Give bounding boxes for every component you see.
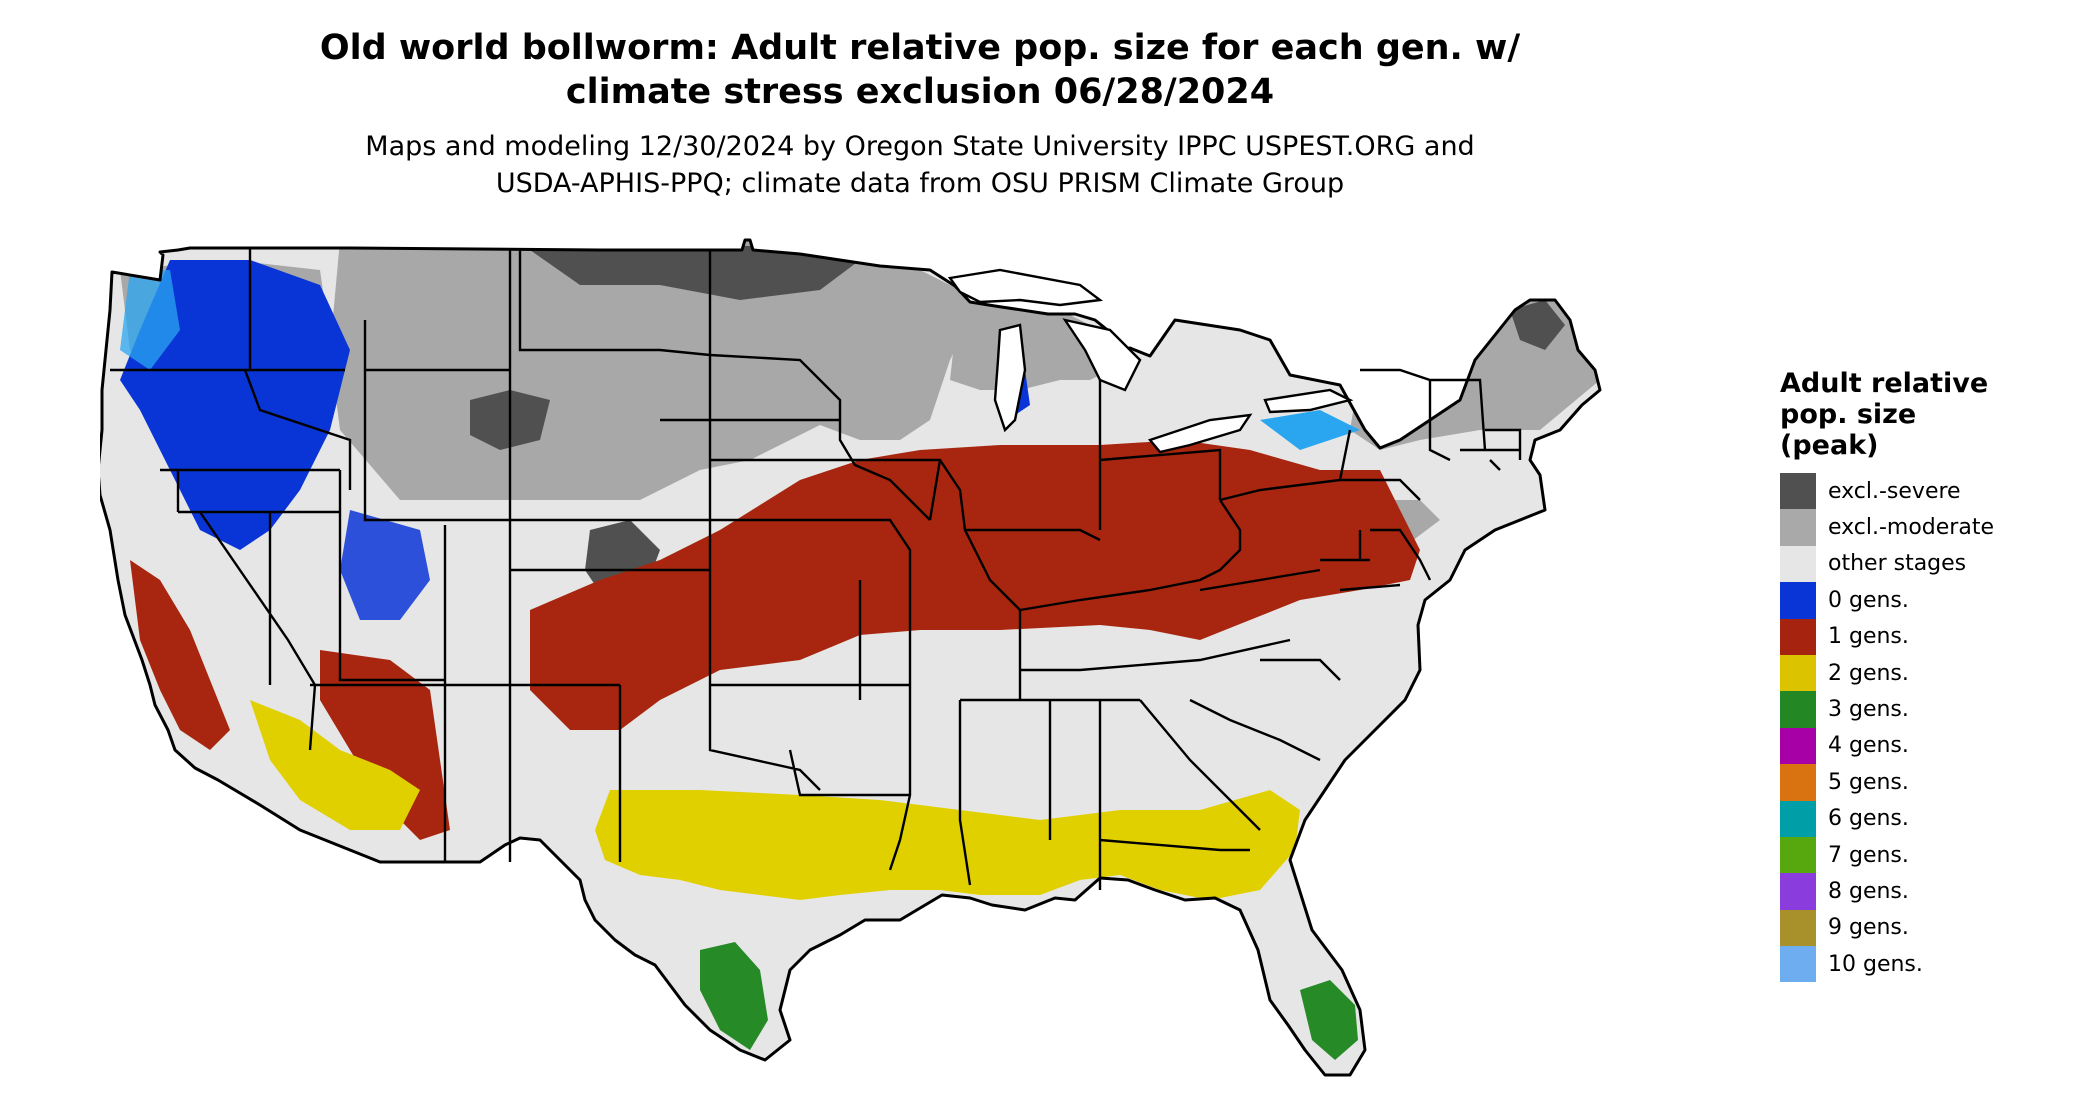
legend-label: 7 gens. (1828, 842, 1909, 868)
boundary-lines (110, 248, 1522, 890)
region-10gens-great-lakes (1260, 410, 1360, 450)
lake-ontario (1263, 388, 1354, 414)
legend-item: 0 gens. (1780, 582, 2080, 619)
lake-huron (1062, 318, 1142, 392)
legend-item: other stages (1780, 545, 2080, 583)
legend-swatch (1780, 836, 1816, 874)
legend-item: 6 gens. (1780, 800, 2080, 837)
map-title: Old world bollworm: Adult relative pop. … (230, 26, 1610, 114)
region-10gens-nw (120, 270, 180, 370)
legend-swatch (1780, 691, 1816, 728)
legend-swatch (1780, 545, 1816, 583)
legend-label: 8 gens. (1828, 878, 1909, 904)
legend-label: 0 gens. (1828, 587, 1909, 613)
legend-label: 3 gens. (1828, 697, 1909, 723)
legend-label: excl.-severe (1828, 478, 1961, 504)
legend-label: 1 gens. (1828, 624, 1909, 650)
region-1gens-california (130, 560, 230, 750)
region-excl-severe-maine (1510, 300, 1565, 350)
legend-swatch (1780, 873, 1816, 910)
legend-title-line-1: Adult relative (1780, 368, 1989, 399)
legend-item: 5 gens. (1780, 764, 2080, 801)
region-2gens-southwest (250, 700, 420, 830)
map-subtitle: Maps and modeling 12/30/2024 by Oregon S… (230, 128, 1610, 202)
legend-item: excl.-severe (1780, 473, 2080, 510)
us-map (100, 238, 1602, 1077)
legend-title-line-3: (peak) (1780, 430, 1879, 461)
legend-label: 2 gens. (1828, 660, 1909, 686)
title-line-2: climate stress exclusion 06/28/2024 (565, 72, 1275, 112)
legend-swatch (1780, 618, 1816, 655)
legend-swatch (1780, 727, 1816, 765)
region-excl-severe-nd (530, 245, 860, 300)
legend-item: 3 gens. (1780, 691, 2080, 728)
legend-item: 2 gens. (1780, 654, 2080, 692)
legend-swatch (1780, 909, 1816, 947)
legend-title: Adult relative pop. size (peak) (1780, 368, 2080, 461)
legend-swatch (1780, 800, 1816, 837)
great-lakes (947, 268, 1354, 454)
legend-swatch (1780, 946, 1816, 983)
legend-label: 10 gens. (1828, 951, 1923, 977)
legend-item: 4 gens. (1780, 727, 2080, 765)
title-line-1: Old world bollworm: Adult relative pop. … (319, 28, 1521, 68)
legend-label: 4 gens. (1828, 733, 1909, 759)
legend-item: 10 gens. (1780, 946, 2080, 983)
legend-item: 7 gens. (1780, 836, 2080, 874)
legend-item: excl.-moderate (1780, 509, 2080, 546)
subtitle-line-2: USDA-APHIS-PPQ; climate data from OSU PR… (495, 168, 1345, 199)
subtitle-line-1: Maps and modeling 12/30/2024 by Oregon S… (365, 131, 1475, 162)
region-3gens-south-florida (1300, 980, 1358, 1060)
region-2gens-gulf-belt (595, 790, 1300, 900)
legend-label: 5 gens. (1828, 769, 1909, 795)
region-0gens-utah (340, 510, 430, 620)
legend-title-line-2: pop. size (1780, 399, 1917, 430)
lake-michigan (993, 323, 1027, 433)
region-0gens-newengland (1540, 455, 1562, 485)
legend: Adult relative pop. size (peak) excl.-se… (1780, 368, 2080, 983)
legend-item: 1 gens. (1780, 618, 2080, 655)
legend-swatch (1780, 654, 1816, 692)
legend-label: 9 gens. (1828, 915, 1909, 941)
region-3gens-south-texas (700, 942, 768, 1050)
legend-swatch (1780, 764, 1816, 801)
legend-item: 8 gens. (1780, 873, 2080, 910)
legend-label: excl.-moderate (1828, 515, 1994, 541)
region-1gens-central-belt (530, 440, 1420, 730)
legend-items: excl.-severe excl.-moderate other stages 0 … (1780, 473, 2080, 983)
legend-swatch (1780, 473, 1816, 510)
legend-item: 9 gens. (1780, 909, 2080, 947)
legend-swatch (1780, 509, 1816, 546)
legend-label: 6 gens. (1828, 806, 1909, 832)
state-boundaries (110, 248, 1522, 890)
lake-superior (947, 268, 1104, 307)
legend-label: other stages (1828, 551, 1967, 577)
legend-swatch (1780, 582, 1816, 619)
lake-erie (1147, 413, 1253, 454)
